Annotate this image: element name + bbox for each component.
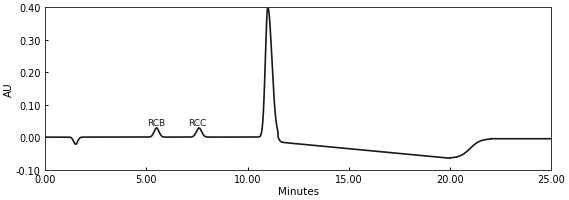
Text: RCB: RCB bbox=[147, 118, 166, 127]
Text: RCC: RCC bbox=[188, 118, 206, 127]
Y-axis label: AU: AU bbox=[4, 82, 14, 96]
X-axis label: Minutes: Minutes bbox=[278, 186, 319, 196]
